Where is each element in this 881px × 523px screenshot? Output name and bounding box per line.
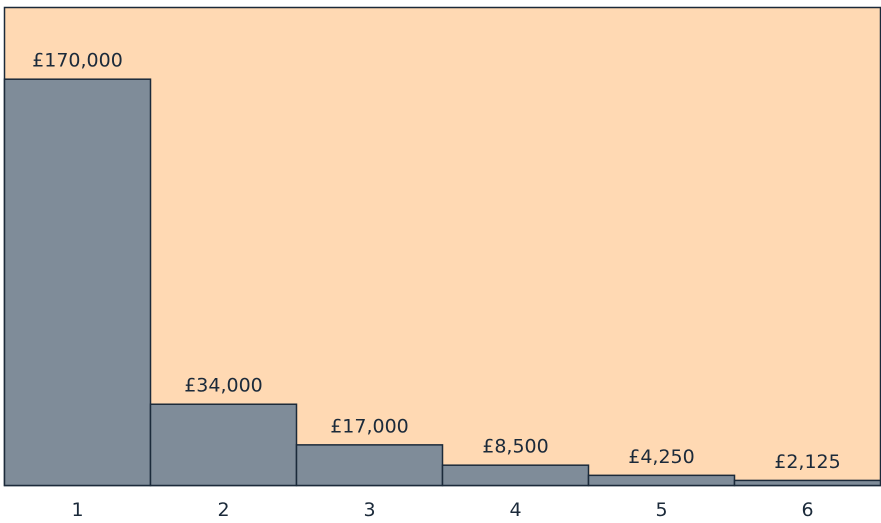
value-label: £8,500 [482, 436, 548, 458]
x-tick-label: 6 [801, 499, 813, 521]
value-label: £4,250 [628, 446, 694, 468]
bar [295, 444, 444, 487]
x-tick-label: 2 [217, 499, 229, 521]
value-label: £170,000 [32, 50, 123, 72]
x-tick-label: 5 [655, 499, 667, 521]
bar [733, 479, 881, 487]
value-label: £34,000 [184, 375, 263, 397]
x-tick-label: 1 [71, 499, 83, 521]
bar [149, 403, 298, 487]
bar [587, 474, 736, 487]
x-tick-label: 4 [509, 499, 521, 521]
bar [441, 464, 590, 487]
value-label: £17,000 [330, 415, 409, 437]
value-label: £2,125 [774, 451, 840, 473]
x-tick-label: 3 [363, 499, 375, 521]
bar [3, 78, 152, 487]
